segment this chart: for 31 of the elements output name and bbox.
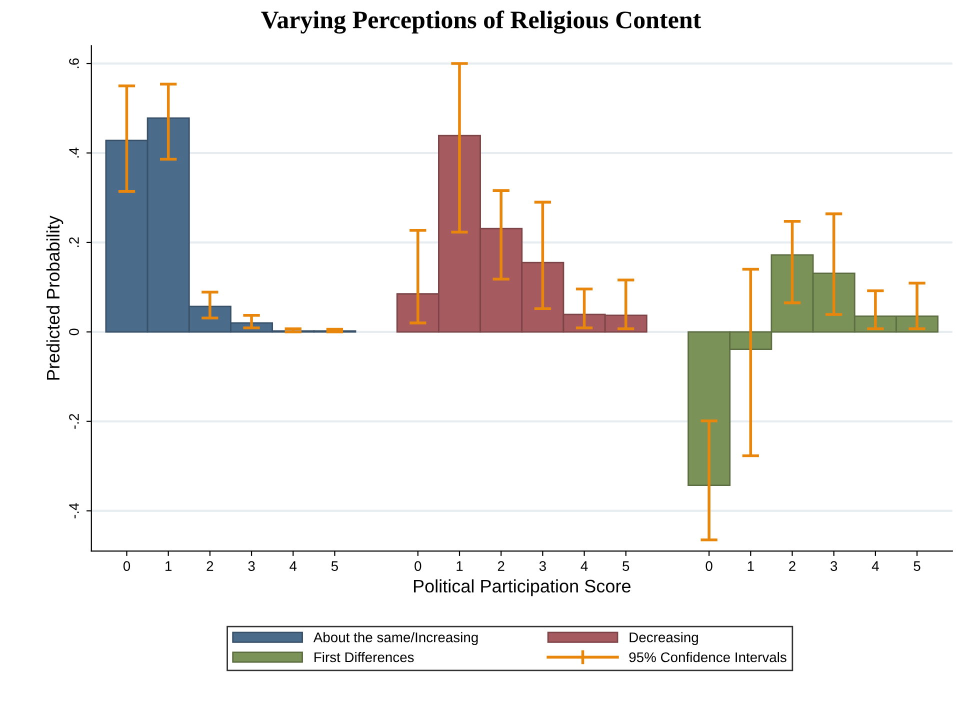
legend-label: About the same/Increasing: [313, 632, 478, 646]
x-tick-label: 0: [414, 561, 422, 571]
x-tick-label: 2: [206, 561, 214, 571]
x-tick-label: 3: [830, 561, 838, 571]
x-axis-title: Political Participation Score: [414, 579, 630, 596]
y-tick-label: .6: [69, 58, 79, 68]
y-tick-label: 0: [69, 328, 79, 336]
legend-label: 95% Confidence Intervals: [629, 652, 786, 662]
x-tick-label: 4: [580, 561, 588, 571]
y-tick-label: .4: [69, 148, 79, 158]
y-axis-title: Predicted Probability: [46, 216, 64, 380]
legend-label: First Differences: [314, 652, 414, 662]
x-tick-label: 5: [914, 561, 920, 571]
x-tick-label: 4: [872, 561, 879, 571]
x-tick-label: 1: [456, 561, 463, 571]
x-tick-label: 2: [498, 561, 504, 571]
chart-title: Varying Perceptions of Religious Content: [261, 10, 702, 34]
x-tick-label: 3: [248, 561, 255, 571]
x-tick-label: 5: [331, 561, 338, 571]
x-tick-label: 3: [539, 561, 546, 571]
x-tick-label: 1: [166, 561, 172, 571]
x-tick-label: 1: [748, 561, 754, 571]
y-tick-label: -.2: [69, 414, 79, 429]
y-tick-label: .2: [69, 237, 79, 247]
x-tick-label: 5: [622, 561, 630, 571]
y-tick-label: -.4: [69, 503, 79, 518]
legend-label: Decreasing: [630, 632, 698, 646]
x-tick-label: 2: [789, 561, 796, 571]
x-tick-label: 0: [706, 561, 712, 571]
x-tick-label: 0: [123, 561, 130, 571]
x-tick-label: 4: [290, 561, 297, 571]
